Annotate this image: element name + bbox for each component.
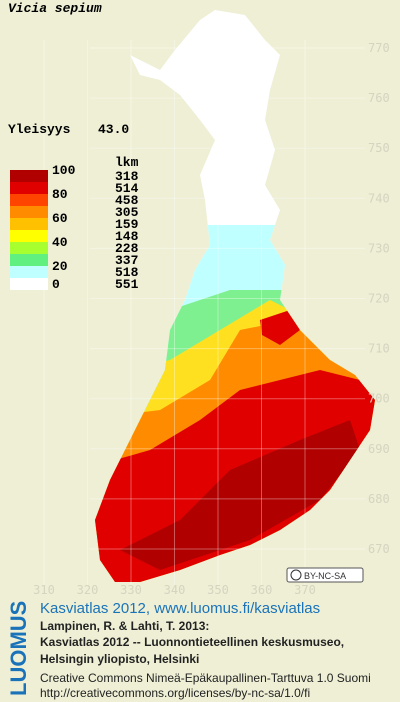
legend-swatch [10,182,48,194]
easting-label: 340 [164,583,186,597]
legend-count: 551 [115,277,139,292]
legend-class-label: 60 [52,211,68,226]
license-url[interactable]: http://creativecommons.org/licenses/by-n… [40,686,310,700]
northing-label: 710 [368,342,390,356]
frequency-label: Yleisyys [8,122,71,137]
northing-label: 720 [368,292,390,306]
legend-count: 518 [115,265,139,280]
legend-count: 159 [115,217,139,232]
grid: 770 760 750 740 730 720 710 700 690 680 670 310 320 3… [33,40,390,597]
legend-count: 458 [115,193,139,208]
legend-class-label: 20 [52,259,68,274]
legend-count: 305 [115,205,139,220]
zone-darkred [120,420,360,570]
legend-class-label: 100 [52,163,76,178]
badge-icon [290,569,302,581]
easting-label: 310 [33,583,55,597]
northing-label: 680 [368,492,390,506]
legend-class-label: 40 [52,235,68,250]
logo: LUOMUS [6,601,31,696]
license-text: Creative Commons Nimeä-Epäkaupallinen-Ta… [40,671,371,685]
badge-box [286,567,364,583]
northing-label: 740 [368,191,390,205]
badge-text: BY-NC-SA [304,571,346,581]
atlas-link[interactable]: Kasviatlas 2012, www.luomus.fi/kasviatla… [40,600,320,617]
citation: Helsingin yliopisto, Helsinki [40,652,199,666]
northing-label: 670 [368,542,390,556]
legend-swatch [10,206,48,218]
legend-swatch [10,278,48,290]
frequency-value: 43.0 [98,122,129,137]
zone-red-north [260,310,300,345]
citation: Kasviatlas 2012 -- Luonnontieteellinen k… [40,635,344,649]
legend-count: 514 [115,181,139,196]
legend-count: 148 [115,229,139,244]
northing-label: 700 [368,392,390,406]
legend-class-label: 0 [52,277,60,292]
northing-label: 750 [368,141,390,155]
northing-label: 730 [368,241,390,255]
count-header: lkm [115,155,139,170]
citation: Lampinen, R. & Lahti, T. 2013: [40,619,209,633]
easting-label: 350 [207,583,229,597]
easting-label: 360 [251,583,273,597]
easting-label: 320 [77,583,99,597]
northing-label: 770 [368,41,390,55]
species-title: Vicia sepium [8,1,102,16]
legend-count: 228 [115,241,139,256]
northing-label: 760 [368,91,390,105]
easting-label: 330 [120,583,142,597]
legend-swatch [10,266,48,278]
legend-count: 337 [115,253,138,268]
legend-count: 318 [115,169,139,184]
legend-swatch [10,170,48,182]
legend-swatch [10,218,48,230]
legend-swatch [10,242,48,254]
easting-label: 370 [294,583,316,597]
legend-swatch [10,230,48,242]
license-badge: BY-NC-SA [286,567,364,583]
northing-label: 690 [368,442,390,456]
legend-swatch [10,194,48,206]
legend-swatch [10,254,48,266]
legend-class-label: 80 [52,187,68,202]
